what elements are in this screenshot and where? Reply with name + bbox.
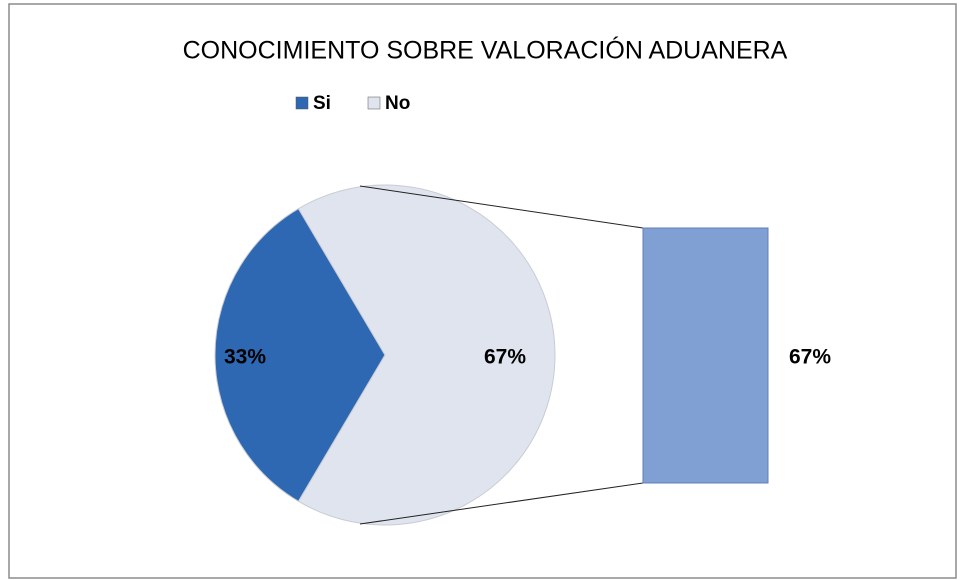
legend-label: Si — [313, 93, 331, 114]
legend-swatch — [367, 96, 381, 110]
chart-title: CONOCIMIENTO SOBRE VALORACIÓN ADUANERA — [183, 36, 788, 65]
pie-slice — [297, 184, 556, 526]
data-label: 67% — [789, 346, 831, 369]
connector-line — [359, 482, 644, 525]
legend-label: No — [385, 93, 410, 114]
data-label: 33% — [224, 346, 266, 369]
pie-slice — [214, 207, 386, 503]
legend-swatch — [295, 96, 309, 110]
data-label: 67% — [484, 346, 526, 369]
bar — [642, 227, 769, 484]
connector-line — [359, 185, 644, 229]
